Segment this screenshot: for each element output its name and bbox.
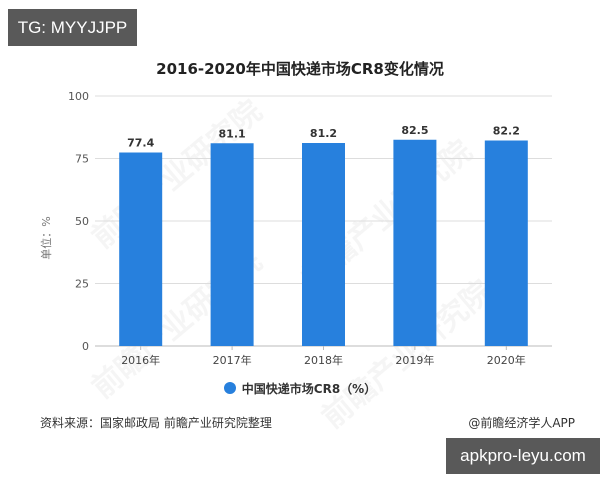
y-tick-label: 50	[75, 215, 89, 228]
bar	[393, 139, 437, 346]
data-label: 82.2	[493, 125, 520, 138]
data-label: 77.4	[127, 137, 154, 150]
y-axis-label: 单位：%	[40, 216, 53, 260]
legend-label: 中国快递市场CR8（%）	[241, 382, 377, 396]
y-tick-label: 0	[82, 340, 89, 353]
site-badge: apkpro-leyu.com	[446, 438, 600, 474]
y-tick-label: 75	[75, 153, 89, 166]
bar	[484, 140, 528, 346]
source-note: 资料来源：国家邮政局 前瞻产业研究院整理	[40, 416, 272, 430]
bar	[302, 143, 345, 346]
x-tick-label: 2017年	[213, 353, 252, 367]
x-tick-label: 2020年	[487, 353, 526, 367]
y-tick-label: 25	[75, 278, 89, 291]
chart-legend: 中国快递市场CR8（%）	[0, 380, 600, 397]
x-tick-label: 2016年	[121, 353, 160, 367]
data-label: 82.5	[401, 124, 428, 137]
credit-note: @前瞻经济学人APP	[468, 416, 575, 430]
data-label: 81.1	[219, 127, 246, 140]
y-tick-label: 100	[68, 90, 89, 103]
data-label: 81.2	[310, 127, 337, 140]
x-tick-label: 2019年	[395, 353, 434, 367]
channel-badge: TG: MYYJJPP	[8, 9, 137, 46]
x-tick-label: 2018年	[304, 353, 343, 367]
legend-marker-icon	[223, 382, 236, 394]
bar	[119, 152, 163, 346]
chart-title: 2016-2020年中国快递市场CR8变化情况	[156, 60, 444, 78]
bar	[210, 143, 254, 346]
